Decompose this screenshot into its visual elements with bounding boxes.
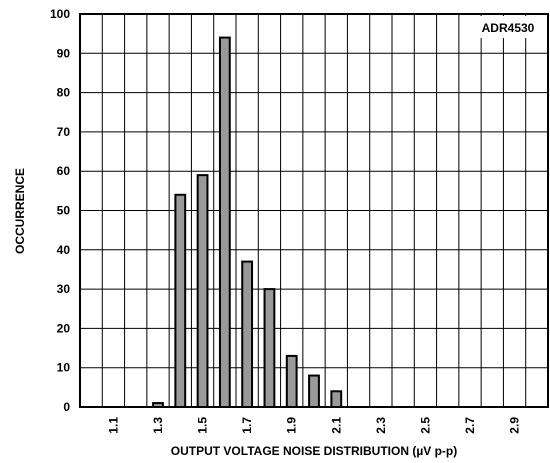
bar-1.7 xyxy=(241,260,254,408)
y-axis-label: OCCURRENCE xyxy=(13,168,27,254)
x-tick-label: 1.7 xyxy=(240,417,254,434)
chart-annotation: ADR4530 xyxy=(482,21,535,35)
y-tick-label: 90 xyxy=(57,46,71,60)
y-tick-label: 30 xyxy=(57,282,71,296)
y-tick-label: 50 xyxy=(57,204,71,218)
y-tick-label: 80 xyxy=(57,86,71,100)
y-tick-label: 20 xyxy=(57,321,71,335)
bar-1.4 xyxy=(174,193,187,408)
bar-2.1 xyxy=(330,390,343,408)
x-tick-label: 2.9 xyxy=(508,417,522,434)
grid-lines xyxy=(80,13,548,408)
y-tick-label: 100 xyxy=(50,7,70,21)
x-tick-label: 2.3 xyxy=(374,417,388,434)
x-tick-label: 2.1 xyxy=(329,417,343,434)
x-tick-label: 1.9 xyxy=(285,417,299,434)
x-tick-label: 1.1 xyxy=(106,417,120,434)
bar-2.0 xyxy=(308,374,320,408)
bar-1.5 xyxy=(196,174,209,408)
x-axis-label: OUTPUT VOLTAGE NOISE DISTRIBUTION (µV p-… xyxy=(171,444,457,458)
x-tick-label: 1.3 xyxy=(151,417,165,434)
bar-1.9 xyxy=(285,354,298,409)
y-tick-label: 40 xyxy=(57,243,71,257)
x-tick-label: 1.5 xyxy=(196,417,210,434)
bar-1.6 xyxy=(218,36,231,409)
y-tick-labels: 0 10 20 30 40 50 60 70 80 90 100 xyxy=(50,7,70,414)
x-tick-labels: 1.1 1.3 1.5 1.7 1.9 2.1 2.3 2.5 2.7 2.9 xyxy=(106,417,521,434)
bar-1.8 xyxy=(263,288,276,409)
plot-frame xyxy=(79,13,549,408)
x-tick-label: 2.7 xyxy=(463,417,477,434)
x-tick-label: 2.5 xyxy=(418,417,432,434)
y-tick-label: 70 xyxy=(57,125,71,139)
y-tick-label: 10 xyxy=(57,361,71,375)
annotation-box xyxy=(471,16,546,38)
y-tick-label: 60 xyxy=(57,164,71,178)
y-tick-label: 0 xyxy=(63,400,70,414)
